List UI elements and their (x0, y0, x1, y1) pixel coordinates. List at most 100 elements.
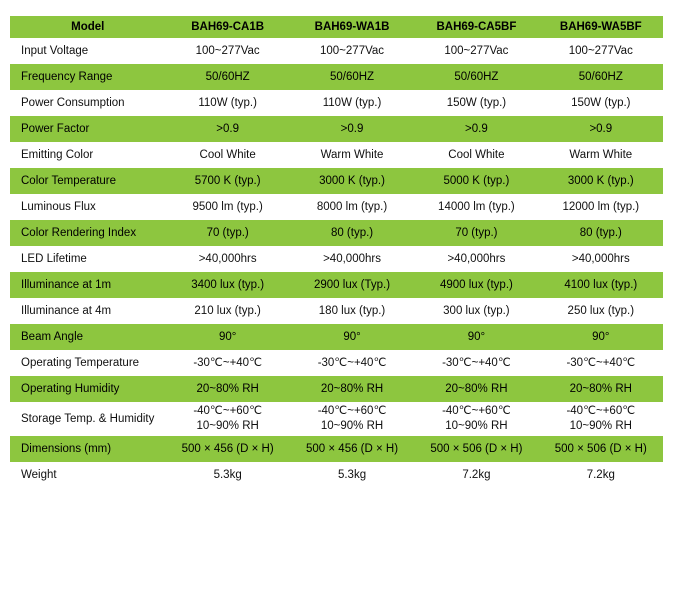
row-value: 50/60HZ (414, 64, 539, 90)
row-value: 80 (typ.) (538, 220, 663, 246)
row-value: 14000 lm (typ.) (438, 200, 515, 213)
row-value: -40℃~+60℃ 10~90% RH (566, 405, 636, 432)
row-value: >40,000hrs (571, 252, 630, 265)
row-value: 110W (typ.) (322, 96, 382, 109)
row-value: 4100 lux (typ.) (538, 272, 663, 298)
row-value: 50/60HZ (165, 64, 290, 90)
row-value: 100~277Vac (320, 44, 385, 57)
header-cell-model-1: BAH69-CA1B (165, 16, 290, 38)
row-value: -30℃~+40℃ (442, 356, 511, 369)
row-value: 5700 K (typ.) (165, 168, 290, 194)
row-value: -40℃~+60℃ 10~90% RH (317, 405, 387, 432)
row-value: -30℃~+40℃ (566, 356, 636, 369)
row-label: Luminous Flux (21, 201, 96, 213)
row-value: 100~277Vac (568, 44, 633, 57)
row-value: 70 (typ.) (414, 220, 539, 246)
row-value: 12000 lm (typ.) (562, 200, 640, 213)
row-value: 8000 lm (typ.) (316, 200, 388, 213)
table-row: Operating Temperature -30℃~+40℃ -30℃~+40℃ -… (10, 350, 663, 376)
table-row: Color Temperature 5700 K (typ.) 3000 K (ty… (10, 168, 663, 194)
row-value: >40,000hrs (447, 252, 506, 265)
row-value: -30℃~+40℃ (193, 356, 262, 369)
row-label: Beam Angle (10, 324, 166, 350)
row-value: 90° (414, 324, 539, 350)
row-value: 500 × 506 (D × H) (414, 436, 539, 462)
row-value: 50/60HZ (289, 64, 415, 90)
row-value: 9500 lm (typ.) (192, 200, 263, 213)
row-label: Dimensions (mm) (10, 436, 166, 462)
row-value: 20~80% RH (538, 376, 663, 402)
table-row: Dimensions (mm) 500 × 456 (D × H) 500 × 45… (10, 436, 663, 462)
row-label: Operating Temperature (21, 357, 140, 369)
row-value: 90° (165, 324, 290, 350)
row-value: 150W (typ.) (571, 96, 631, 109)
row-value: 180 lux (typ.) (318, 304, 386, 317)
table-row: Storage Temp. & Humidity -40℃~+60℃ 10~90%… (10, 402, 663, 436)
table-row: Emitting Color Cool White Warm White Cool W… (10, 142, 663, 168)
row-value: >0.9 (414, 116, 539, 142)
spec-table-body: Input Voltage 100~277Vac 100~277Vac 100~277… (10, 38, 663, 488)
row-value: 5000 K (typ.) (414, 168, 539, 194)
row-value: 4900 lux (typ.) (414, 272, 539, 298)
row-value: 210 lux (typ.) (194, 304, 261, 317)
row-label: Input Voltage (21, 45, 89, 57)
row-value: 80 (typ.) (289, 220, 415, 246)
row-value: 100~277Vac (444, 44, 509, 57)
row-value: 2900 lux (Typ.) (289, 272, 415, 298)
row-label: Storage Temp. & Humidity (21, 413, 155, 425)
row-value: 3400 lux (typ.) (165, 272, 290, 298)
row-value: 7.2kg (462, 468, 491, 481)
row-value: Cool White (448, 148, 505, 161)
row-value: -40℃~+60℃ 10~90% RH (442, 405, 511, 432)
row-value: 500 × 456 (D × H) (165, 436, 290, 462)
row-value: >0.9 (289, 116, 415, 142)
header-row: Model BAH69-CA1B BAH69-WA1B BAH69-CA5BF … (10, 16, 663, 38)
table-row: Power Factor >0.9 >0.9 >0.9 >0.9 (10, 116, 663, 142)
table-row: Illuminance at 4m 210 lux (typ.) 180 lux (… (10, 298, 663, 324)
table-row: Illuminance at 1m 3400 lux (typ.) 2900 lux… (10, 272, 663, 298)
row-value: 500 × 506 (D × H) (538, 436, 663, 462)
row-value: 90° (538, 324, 663, 350)
row-value: 50/60HZ (538, 64, 663, 90)
row-value: >0.9 (538, 116, 663, 142)
row-value: 100~277Vac (195, 44, 260, 57)
row-value: 150W (typ.) (446, 96, 507, 109)
row-value: 300 lux (typ.) (443, 304, 510, 317)
spec-sheet: Model BAH69-CA1B BAH69-WA1B BAH69-CA5BF … (10, 16, 663, 488)
row-value: 3000 K (typ.) (289, 168, 415, 194)
row-value: 90° (289, 324, 415, 350)
row-label: Power Factor (10, 116, 166, 142)
row-label: Emitting Color (21, 149, 94, 161)
table-row: Weight 5.3kg 5.3kg 7.2kg 7.2kg (10, 462, 663, 488)
row-value: 500 × 456 (D × H) (289, 436, 415, 462)
row-label: Color Rendering Index (10, 220, 166, 246)
row-value: Cool White (199, 148, 256, 161)
row-label: Color Temperature (10, 168, 166, 194)
row-value: >40,000hrs (198, 252, 257, 265)
table-row: Input Voltage 100~277Vac 100~277Vac 100~277… (10, 38, 663, 64)
table-row: Power Consumption 110W (typ.) 110W (typ.) 1… (10, 90, 663, 116)
table-row: Luminous Flux 9500 lm (typ.) 8000 lm (typ.… (10, 194, 663, 220)
row-value: 7.2kg (586, 468, 615, 481)
row-label: Illuminance at 1m (10, 272, 166, 298)
row-value: 20~80% RH (414, 376, 539, 402)
header-cell-model-3: BAH69-CA5BF (414, 16, 539, 38)
row-value: 3000 K (typ.) (538, 168, 663, 194)
row-value: Warm White (320, 148, 384, 161)
row-label: Operating Humidity (10, 376, 166, 402)
row-label: Weight (21, 469, 57, 481)
table-row: LED Lifetime >40,000hrs >40,000hrs >40,000h… (10, 246, 663, 272)
row-value: 20~80% RH (289, 376, 415, 402)
spec-table: Model BAH69-CA1B BAH69-WA1B BAH69-CA5BF … (10, 16, 663, 488)
row-value: 110W (typ.) (198, 96, 257, 109)
row-value: 250 lux (typ.) (567, 304, 635, 317)
table-row: Color Rendering Index 70 (typ.) 80 (typ.) 7… (10, 220, 663, 246)
header-cell-model-2: BAH69-WA1B (289, 16, 415, 38)
row-value: Warm White (569, 148, 633, 161)
row-value: >40,000hrs (323, 252, 381, 265)
row-label: LED Lifetime (21, 253, 87, 265)
header-cell-model: Model (10, 16, 166, 38)
row-value: >0.9 (165, 116, 290, 142)
row-value: 5.3kg (213, 468, 242, 481)
table-row: Operating Humidity 20~80% RH 20~80% RH 20~8… (10, 376, 663, 402)
